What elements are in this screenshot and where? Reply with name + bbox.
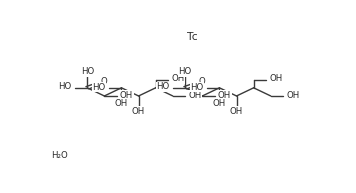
- Text: H₂O: H₂O: [51, 151, 68, 160]
- Text: OH: OH: [213, 99, 226, 108]
- Text: O: O: [100, 77, 107, 86]
- Text: OH: OH: [230, 107, 243, 116]
- Text: HO: HO: [58, 82, 72, 91]
- Text: HO: HO: [81, 67, 94, 76]
- Text: HO: HO: [156, 82, 169, 91]
- Text: OH: OH: [171, 74, 184, 83]
- Text: Tc: Tc: [187, 31, 198, 41]
- Text: HO: HO: [93, 83, 106, 91]
- Text: OH: OH: [132, 107, 145, 116]
- Text: O: O: [199, 77, 205, 86]
- Text: OH: OH: [188, 91, 201, 100]
- Text: HO: HO: [179, 67, 192, 76]
- Text: OH: OH: [218, 91, 231, 100]
- Text: OH: OH: [115, 99, 128, 108]
- Text: OH: OH: [269, 74, 283, 83]
- Text: OH: OH: [286, 91, 300, 100]
- Text: OH: OH: [120, 91, 133, 100]
- Text: HO: HO: [190, 83, 204, 91]
